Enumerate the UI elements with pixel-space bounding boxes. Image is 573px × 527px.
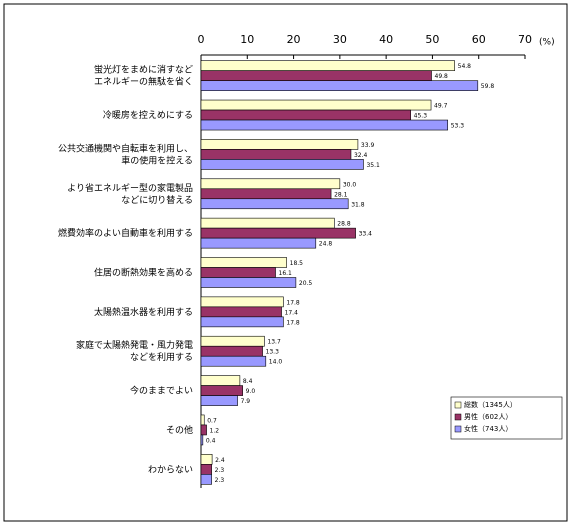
x-tick-label: 40 xyxy=(379,33,393,46)
value-label: 13.7 xyxy=(267,339,281,346)
category-label: 今のままでよい xyxy=(130,384,193,396)
value-label: 17.8 xyxy=(286,319,300,326)
bar xyxy=(200,355,267,367)
bar xyxy=(200,80,479,91)
bar xyxy=(200,267,276,278)
x-tick-label: 60 xyxy=(472,33,486,46)
bar xyxy=(200,434,204,446)
x-tick-label: 0 xyxy=(198,33,205,46)
bar xyxy=(200,159,364,170)
bar xyxy=(200,277,297,288)
bar xyxy=(200,119,449,131)
value-label: 17.8 xyxy=(286,299,300,306)
value-label: 1.2 xyxy=(210,427,220,434)
bar xyxy=(200,198,349,210)
value-label: 28.1 xyxy=(334,191,348,198)
legend-swatch xyxy=(454,425,462,433)
legend-swatch xyxy=(454,413,462,421)
category-label: 家庭で太陽熱発電・風力発電などを利用する xyxy=(76,339,193,363)
bar xyxy=(200,385,243,396)
bar xyxy=(200,217,335,229)
value-label: 53.3 xyxy=(451,123,465,130)
bar xyxy=(200,414,205,426)
unit-label: (%) xyxy=(539,38,555,48)
bar xyxy=(200,395,238,406)
value-label: 31.8 xyxy=(351,201,365,208)
value-label: 9.0 xyxy=(246,388,256,395)
bar xyxy=(200,227,356,239)
value-label: 33.9 xyxy=(361,142,375,149)
bar xyxy=(200,99,432,111)
bar xyxy=(200,454,213,465)
value-label: 14.0 xyxy=(269,359,283,366)
category-label: その他 xyxy=(166,423,193,435)
value-label: 18.5 xyxy=(290,260,304,267)
value-label: 33.4 xyxy=(359,231,373,238)
value-label: 45.3 xyxy=(414,113,428,120)
value-label: 8.4 xyxy=(243,378,253,385)
value-label: 7.9 xyxy=(241,398,251,405)
category-label: 冷暖房を控えめにする xyxy=(103,109,193,121)
category-label: わからない xyxy=(148,464,193,475)
category-label: 燃費効率のよい自動車を利用する xyxy=(58,227,193,239)
value-label: 59.8 xyxy=(481,83,495,90)
value-label: 24.8 xyxy=(319,241,333,248)
bar xyxy=(200,70,432,81)
legend-label: 女性（743人） xyxy=(464,424,512,433)
value-label: 2.3 xyxy=(215,467,225,474)
legend-label: 総数（1345人） xyxy=(464,400,517,409)
bar xyxy=(200,345,263,357)
value-label: 0.4 xyxy=(206,437,216,444)
bar xyxy=(200,375,241,386)
x-tick-label: 10 xyxy=(240,33,254,46)
category-label: 公共交通機関や自転車を利用し、車の使用を控える xyxy=(58,142,193,166)
bar xyxy=(200,178,341,190)
category-label: 蛍光灯をまめに消すなどエネルギーの無駄を省く xyxy=(94,63,193,87)
value-label: 28.8 xyxy=(337,221,351,228)
x-tick-label: 20 xyxy=(287,33,301,46)
value-label: 0.7 xyxy=(207,417,217,424)
bar xyxy=(200,335,265,347)
value-label: 2.3 xyxy=(215,477,225,484)
bar xyxy=(200,188,332,200)
bar xyxy=(200,257,287,268)
x-tick-label: 30 xyxy=(333,33,347,46)
bar xyxy=(200,424,207,436)
legend-box xyxy=(450,396,563,440)
category-label: より省エネルギー型の家電製品などに切り替える xyxy=(67,181,193,205)
legend-label: 男性（602人） xyxy=(464,412,512,421)
value-label: 2.4 xyxy=(215,457,225,464)
x-tick-label: 70 xyxy=(518,33,532,46)
value-label: 16.1 xyxy=(279,270,293,277)
value-label: 49.7 xyxy=(434,103,448,110)
bar xyxy=(200,464,212,475)
bar xyxy=(200,474,212,485)
bar xyxy=(200,139,359,150)
value-label: 20.5 xyxy=(299,280,313,287)
value-label: 35.1 xyxy=(366,162,380,169)
x-tick-label: 50 xyxy=(425,33,439,46)
value-label: 32.4 xyxy=(354,152,368,159)
legend-swatch xyxy=(454,401,462,409)
value-label: 13.3 xyxy=(266,349,280,356)
bar xyxy=(200,60,455,71)
bar xyxy=(200,296,284,308)
value-label: 17.4 xyxy=(285,309,299,316)
bar xyxy=(200,316,284,328)
category-label: 太陽熱温水器を利用する xyxy=(94,305,193,317)
value-label: 54.8 xyxy=(458,63,472,70)
bar xyxy=(200,237,317,249)
bar xyxy=(200,149,352,160)
bar xyxy=(200,109,411,121)
value-label: 30.0 xyxy=(343,181,357,188)
category-label: 住居の断熱効果を高める xyxy=(94,266,193,278)
bar xyxy=(200,306,282,318)
value-label: 49.8 xyxy=(435,73,449,80)
